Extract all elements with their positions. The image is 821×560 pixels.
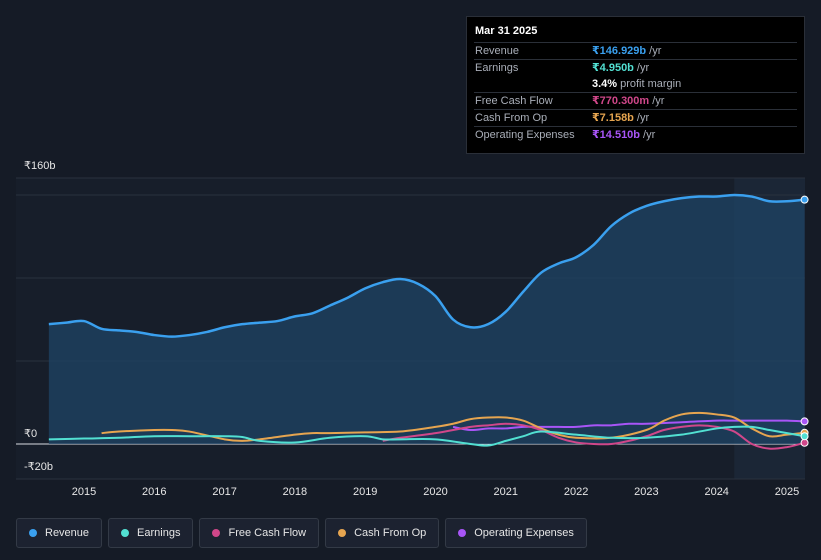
tooltip-row-margin: 3.4% profit margin bbox=[474, 76, 797, 92]
tooltip-date: Mar 31 2025 bbox=[475, 25, 538, 37]
x-tick-label: 2019 bbox=[353, 486, 377, 498]
tooltip-unit: /yr bbox=[636, 112, 650, 124]
tooltip-label: Cash From Op bbox=[475, 112, 548, 124]
legend-cash-from-op[interactable]: Cash From Op bbox=[325, 518, 440, 548]
tooltip-row-fcf: Free Cash Flow ₹770.300m /yr bbox=[474, 92, 797, 109]
tooltip-label: Operating Expenses bbox=[475, 129, 575, 141]
legend-dot-icon bbox=[458, 529, 467, 537]
operating-expenses-endpoint bbox=[800, 417, 809, 426]
legend-label: Earnings bbox=[137, 527, 181, 539]
tooltip-row-opex: Operating Expenses ₹14.510b /yr bbox=[474, 126, 797, 143]
legend: Revenue Earnings Free Cash Flow Cash Fro… bbox=[16, 518, 587, 548]
x-tick-label: 2016 bbox=[142, 486, 166, 498]
tooltip-unit: /yr bbox=[643, 129, 656, 141]
chart-svg: 2015 2016 2017 2018 2019 2020 2021 2022 2023 2024… bbox=[16, 177, 809, 498]
tooltip-value: ₹14.510b bbox=[592, 129, 641, 141]
legend-dot-icon bbox=[338, 529, 347, 537]
legend-dot-icon bbox=[29, 529, 37, 537]
free-cash-flow-endpoint bbox=[800, 438, 809, 447]
legend-dot-icon bbox=[121, 529, 130, 537]
legend-label: Operating Expenses bbox=[474, 527, 574, 539]
x-tick-label: 2023 bbox=[634, 486, 658, 498]
tooltip-unit: /yr bbox=[652, 95, 665, 107]
x-tick-label: 2022 bbox=[564, 486, 588, 498]
legend-label: Revenue bbox=[45, 527, 90, 539]
tooltip-label: Earnings bbox=[475, 62, 519, 74]
x-tick-label: 2021 bbox=[494, 486, 518, 498]
legend-earnings[interactable]: Earnings bbox=[108, 518, 194, 548]
tooltip-row-cfo: Cash From Op ₹7.158b /yr bbox=[474, 109, 797, 126]
y-tick-label-top: ₹160b bbox=[24, 160, 56, 172]
free-cash-flow-line bbox=[382, 422, 805, 450]
revenue-line bbox=[48, 193, 805, 338]
revenue-endpoint bbox=[800, 195, 809, 204]
legend-operating-expenses[interactable]: Operating Expenses bbox=[445, 518, 587, 548]
legend-free-cash-flow[interactable]: Free Cash Flow bbox=[199, 518, 320, 548]
tooltip-label bbox=[474, 76, 592, 92]
earnings-line bbox=[48, 425, 805, 447]
operating-expenses-line bbox=[452, 419, 805, 432]
legend-label: Free Cash Flow bbox=[228, 527, 307, 539]
y-tick-label-zero: ₹0 bbox=[24, 428, 38, 440]
tooltip-value: ₹4.950b bbox=[592, 62, 634, 74]
tooltip-row-revenue: Revenue ₹146.929b /yr bbox=[474, 42, 797, 59]
tooltip-unit: profit margin bbox=[620, 78, 682, 90]
tooltip-row-earnings: Earnings ₹4.950b /yr bbox=[474, 59, 797, 76]
tooltip-unit: /yr bbox=[649, 45, 662, 57]
revenue-area bbox=[48, 195, 805, 444]
legend-revenue[interactable]: Revenue bbox=[16, 518, 103, 548]
x-tick-label: 2020 bbox=[423, 486, 447, 498]
legend-dot-icon bbox=[212, 529, 221, 537]
tooltip-value: ₹7.158b bbox=[592, 112, 634, 124]
x-tick-label: 2015 bbox=[72, 486, 96, 498]
tooltip-panel: Mar 31 2025 Revenue ₹146.929b /yr Earnin… bbox=[466, 16, 805, 154]
tooltip-value: 3.4% bbox=[592, 78, 618, 90]
tooltip-value: ₹146.929b bbox=[592, 45, 647, 57]
y-tick-label-bottom: -₹20b bbox=[24, 461, 54, 473]
tooltip-label: Free Cash Flow bbox=[475, 95, 553, 107]
tooltip-unit: /yr bbox=[636, 62, 650, 74]
x-tick-label: 2024 bbox=[704, 486, 728, 498]
tooltip-label: Revenue bbox=[475, 45, 520, 57]
tooltip-value: ₹770.300m bbox=[592, 95, 650, 107]
x-tick-label: 2025 bbox=[775, 486, 799, 498]
x-tick-label: 2017 bbox=[212, 486, 236, 498]
legend-label: Cash From Op bbox=[354, 527, 427, 539]
earnings-endpoint bbox=[800, 432, 809, 441]
cash-from-op-line bbox=[101, 411, 805, 442]
x-tick-label: 2018 bbox=[283, 486, 307, 498]
